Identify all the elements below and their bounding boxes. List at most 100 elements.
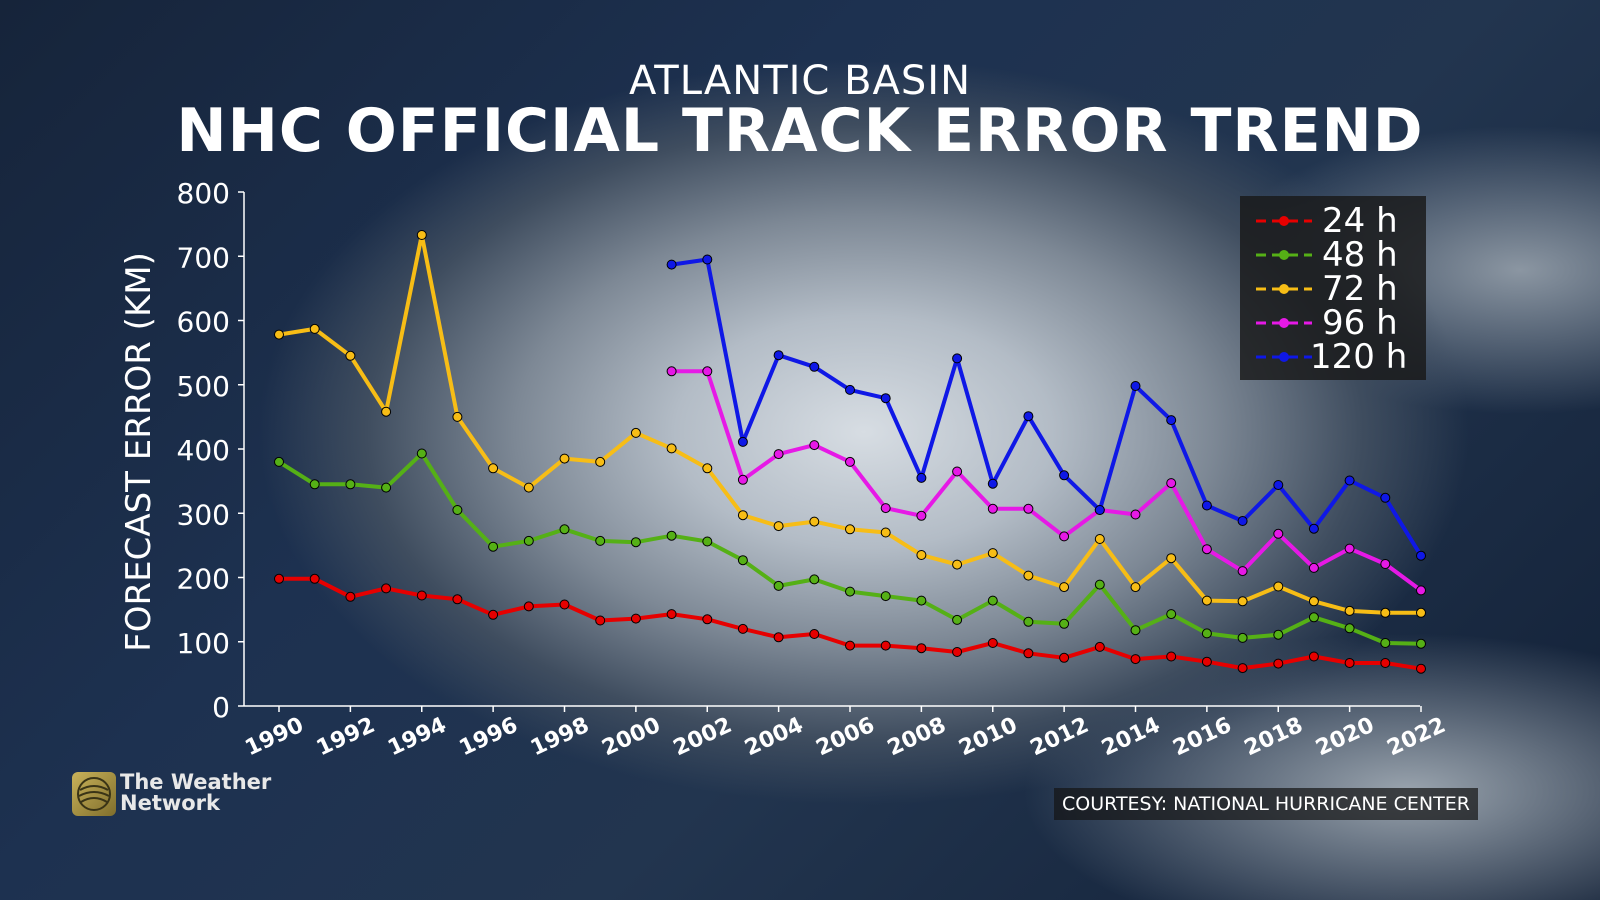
logo-text-line2: Network: [120, 791, 221, 815]
data-point-24h: [559, 599, 570, 610]
data-point-120h: [952, 353, 963, 364]
x-tick-label: 2006: [812, 713, 878, 762]
data-point-48h: [987, 595, 998, 606]
y-tick-label: 300: [177, 498, 230, 531]
data-point-24h: [416, 590, 427, 601]
chart-title: NHC OFFICIAL TRACK ERROR TREND: [176, 96, 1424, 166]
logo-text-line1: The Weather: [120, 770, 272, 794]
x-tick-label: 2000: [598, 713, 664, 762]
data-point-24h: [702, 614, 713, 625]
data-point-48h: [1308, 612, 1319, 623]
data-point-72h: [702, 463, 713, 474]
globe-icon: [72, 772, 116, 816]
data-point-48h: [1201, 628, 1212, 639]
data-point-48h: [880, 591, 891, 602]
y-tick-label: 800: [177, 177, 230, 210]
chart-subtitle: ATLANTIC BASIN: [629, 58, 971, 104]
data-point-120h: [702, 254, 713, 265]
x-tick-label: 2012: [1027, 713, 1093, 762]
x-tick-label: 2004: [741, 713, 807, 762]
data-point-24h: [1130, 654, 1141, 665]
data-point-120h: [880, 393, 891, 404]
data-point-48h: [523, 535, 534, 546]
data-point-96h: [880, 503, 891, 514]
data-point-72h: [1166, 553, 1177, 564]
x-tick-label: 2014: [1098, 713, 1164, 762]
legend-label-48h: 48 h: [1322, 235, 1398, 275]
y-axis-label: FORECAST ERROR (KM): [119, 252, 159, 652]
x-tick-label: 2020: [1312, 713, 1378, 762]
x-tick-label: 1996: [456, 713, 522, 762]
weather-network-logo: The Weather Network: [72, 772, 272, 820]
data-point-72h: [880, 527, 891, 538]
data-point-72h: [274, 329, 284, 340]
data-point-48h: [1059, 618, 1070, 629]
data-point-72h: [309, 323, 320, 334]
data-point-72h: [416, 230, 427, 240]
data-point-120h: [1023, 411, 1034, 422]
data-point-24h: [880, 640, 891, 651]
data-point-72h: [987, 548, 998, 559]
y-tick-label: 600: [177, 306, 230, 339]
data-point-48h: [1416, 638, 1426, 649]
data-point-72h: [1130, 582, 1141, 593]
legend-swatch-96h: [1256, 318, 1312, 328]
legend-item-120h: 120 h: [1240, 340, 1426, 374]
x-tick-label: 1992: [313, 713, 379, 762]
data-point-24h: [274, 573, 284, 584]
data-point-120h: [1416, 550, 1426, 561]
data-point-24h: [381, 583, 392, 594]
data-point-48h: [1344, 623, 1355, 634]
data-point-72h: [773, 521, 784, 532]
data-point-72h: [1094, 534, 1105, 544]
data-point-72h: [1201, 595, 1212, 606]
x-tick-label: 2018: [1241, 713, 1307, 762]
data-point-96h: [1023, 503, 1034, 514]
legend-label-96h: 96 h: [1322, 303, 1398, 343]
data-point-24h: [1380, 658, 1391, 668]
data-point-120h: [1130, 381, 1141, 391]
data-point-96h: [916, 510, 927, 521]
source-credit: COURTESY: NATIONAL HURRICANE CENTER: [1054, 788, 1478, 820]
data-point-48h: [309, 479, 320, 490]
data-point-96h: [1201, 544, 1212, 555]
data-point-120h: [1094, 505, 1105, 515]
data-point-72h: [345, 350, 356, 361]
data-point-120h: [1237, 516, 1248, 526]
y-tick-label: 400: [177, 434, 230, 467]
data-point-24h: [1344, 658, 1355, 668]
data-point-72h: [1023, 570, 1034, 581]
data-point-48h: [1130, 625, 1141, 636]
data-point-48h: [452, 505, 463, 515]
data-point-48h: [381, 482, 392, 493]
data-point-24h: [452, 594, 463, 605]
x-tick-label: 2016: [1169, 713, 1235, 762]
data-point-48h: [737, 555, 748, 566]
data-point-24h: [809, 629, 820, 639]
data-point-96h: [952, 466, 963, 477]
x-tick-label: 1990: [241, 713, 307, 762]
data-point-24h: [345, 591, 356, 602]
data-point-48h: [274, 456, 284, 467]
y-tick-label: 100: [177, 627, 230, 660]
legend-item-48h: 48 h: [1240, 238, 1426, 272]
x-tick-label: 2002: [670, 713, 736, 762]
data-point-48h: [666, 530, 677, 541]
legend-label-24h: 24 h: [1322, 201, 1398, 241]
data-point-48h: [416, 448, 427, 459]
data-point-72h: [630, 427, 641, 438]
data-point-120h: [845, 384, 855, 395]
y-tick-label: 500: [177, 370, 230, 403]
data-point-120h: [1380, 492, 1391, 503]
legend-item-24h: 24 h: [1240, 204, 1426, 238]
data-point-96h: [1344, 543, 1355, 554]
data-point-48h: [809, 574, 820, 585]
x-tick-label: 1994: [384, 713, 450, 762]
data-point-24h: [987, 638, 998, 648]
data-point-96h: [809, 440, 820, 451]
x-tick-label: 2022: [1383, 713, 1449, 762]
series-48h: [274, 448, 1426, 649]
data-point-48h: [559, 524, 570, 535]
data-point-72h: [916, 550, 927, 560]
